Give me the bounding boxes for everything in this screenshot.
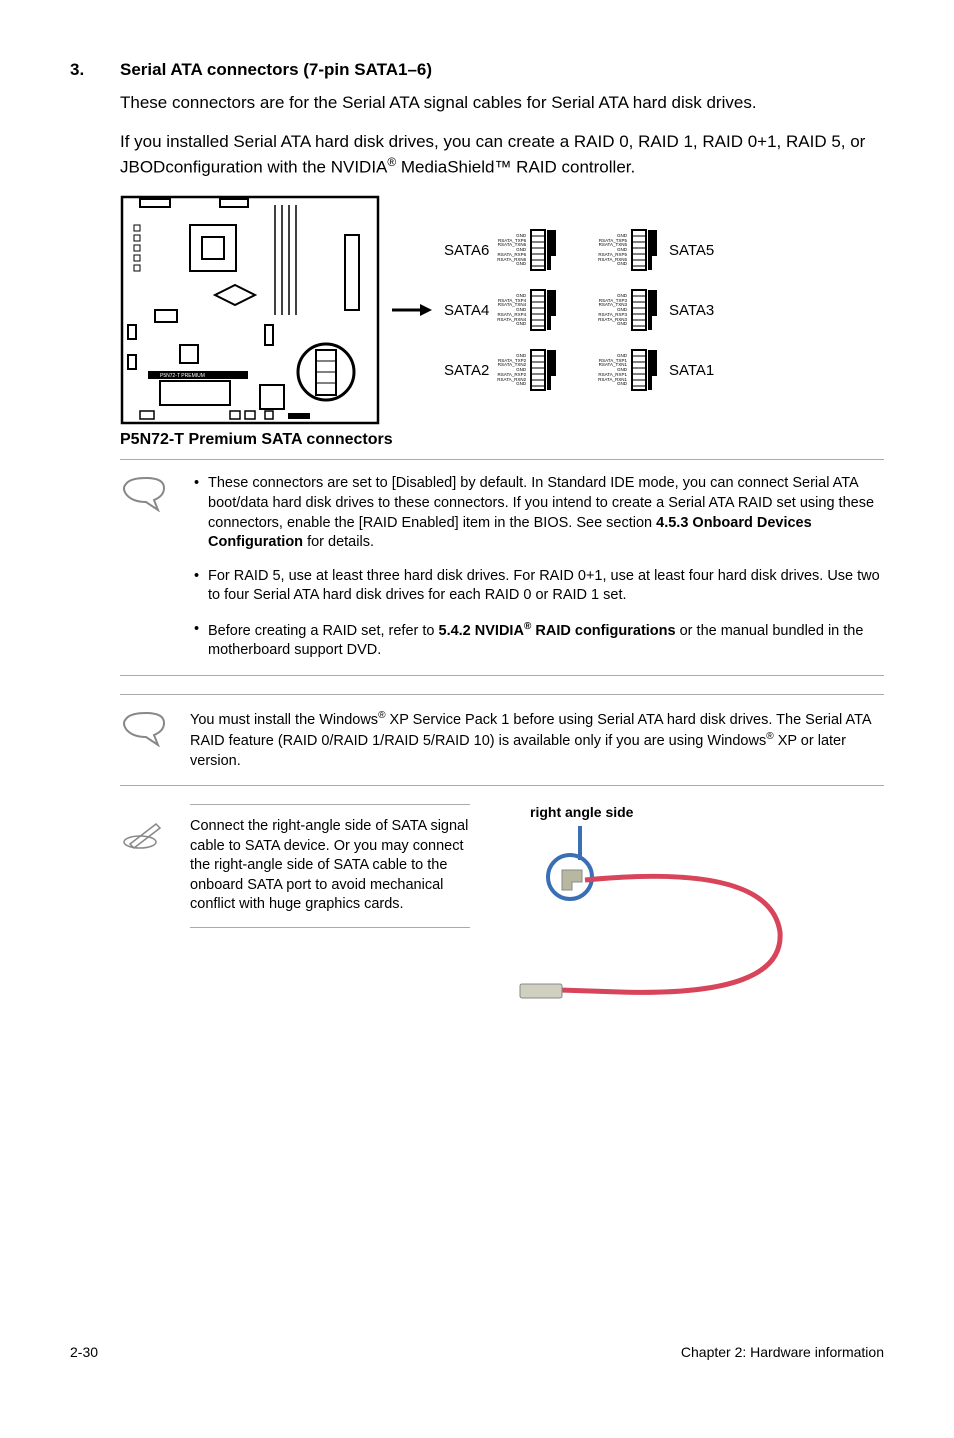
pen-icon	[120, 804, 170, 857]
sata-plug-icon	[530, 289, 558, 331]
footer-chapter: Chapter 2: Hardware information	[681, 1344, 884, 1360]
section-title: Serial ATA connectors (7-pin SATA1–6)	[120, 60, 432, 80]
sata5-label: SATA5	[669, 242, 714, 259]
svg-text:P5N72-T PREMIUM: P5N72-T PREMIUM	[160, 373, 205, 379]
paragraph-2: If you installed Serial ATA hard disk dr…	[120, 131, 884, 180]
sata1-pins: GND RSATA_TXP1 RSATA_TXN1 GND RSATA_RXP1…	[598, 354, 627, 387]
diagram-caption: P5N72-T Premium SATA connectors	[120, 431, 884, 449]
sata3-pins: GND RSATA_TXP3 RSATA_TXN3 GND RSATA_RXP3…	[598, 294, 627, 327]
note-bullet-3: Before creating a RAID set, refer to 5.4…	[190, 620, 884, 661]
connect-text: Connect the right-angle side of SATA sig…	[190, 817, 470, 915]
sata-diagram: P5N72-T PREMIUM SATA6 GND RSATA_TXP6 RSA…	[120, 195, 884, 449]
sata6-pins: GND RSATA_TXP6 RSATA_TXN6 GND RSATA_RXP6…	[497, 234, 526, 267]
sata-plug-icon	[631, 289, 659, 331]
sata-plug-icon	[530, 229, 558, 271]
note-bullet-2: For RAID 5, use at least three hard disk…	[190, 567, 884, 606]
sata-cable-diagram	[490, 822, 810, 1012]
arrow-icon	[392, 300, 432, 320]
paragraph-1: These connectors are for the Serial ATA …	[120, 92, 884, 115]
sata-plug-icon	[631, 349, 659, 391]
note-windows: You must install the Windows® XP Service…	[190, 709, 884, 771]
section-number: 3.	[70, 60, 120, 80]
sata-plug-icon	[530, 349, 558, 391]
sata3-label: SATA3	[669, 302, 714, 319]
sata4-pins: GND RSATA_TXP4 RSATA_TXN4 GND RSATA_RXP4…	[497, 294, 526, 327]
note-bullet-1: These connectors are set to [Disabled] b…	[190, 474, 884, 552]
sata6-label: SATA6	[444, 242, 489, 259]
sata-plug-icon	[631, 229, 659, 271]
sata2-pins: GND RSATA_TXP2 RSATA_TXN2 GND RSATA_RXP2…	[497, 354, 526, 387]
cable-caption: right angle side	[530, 804, 884, 820]
sata2-label: SATA2	[444, 362, 489, 379]
sata5-pins: GND RSATA_TXP5 RSATA_TXN5 GND RSATA_RXP5…	[598, 234, 627, 267]
motherboard-outline: P5N72-T PREMIUM	[120, 195, 380, 425]
sata1-label: SATA1	[669, 362, 714, 379]
note-icon	[120, 709, 170, 771]
note-icon	[120, 474, 170, 660]
sata4-label: SATA4	[444, 302, 489, 319]
footer-page: 2-30	[70, 1344, 98, 1360]
